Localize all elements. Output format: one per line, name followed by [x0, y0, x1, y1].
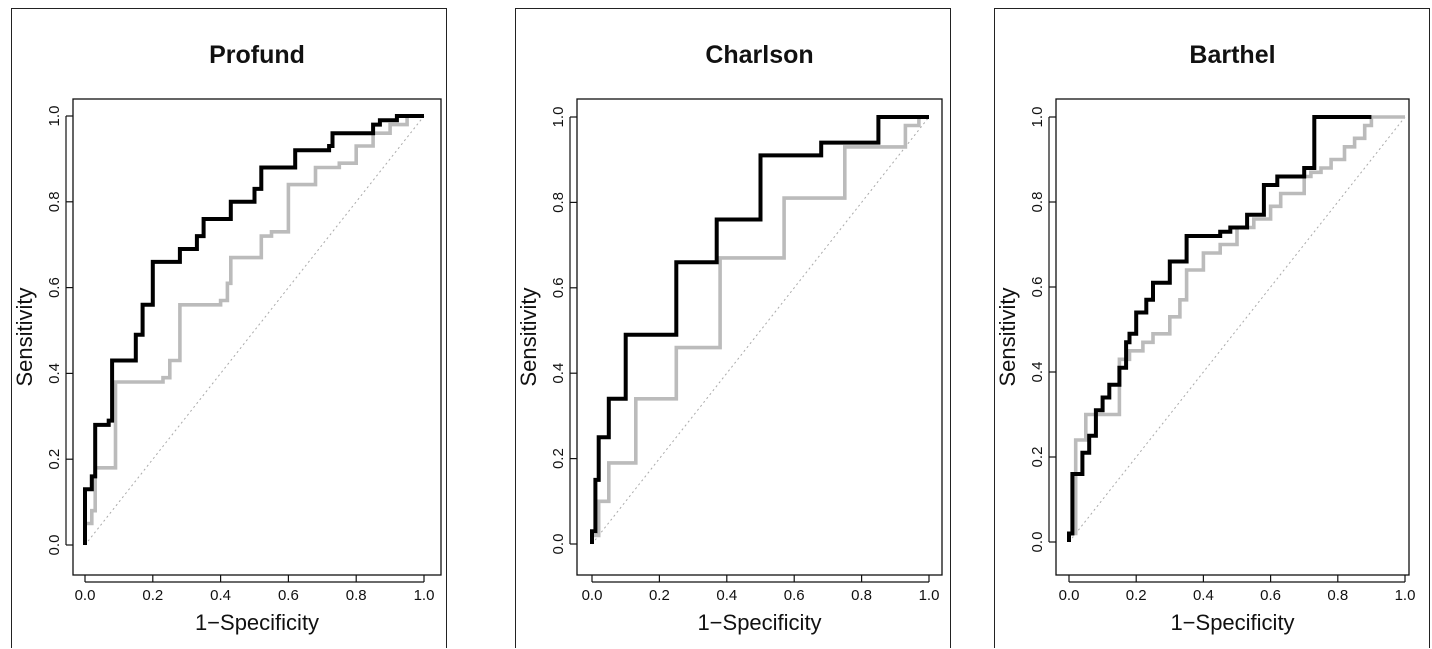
y-tick-label: 0.4 [550, 363, 567, 384]
plot-frame [72, 98, 442, 576]
roc-chart-charlson: Charlson 0.0 0.2 0.4 0.6 0.8 1.0 0.0 0.2 0.4 0.6 0.… [516, 41, 943, 635]
y-tick-label: 0.6 [1029, 277, 1046, 298]
y-tick-label: 0.8 [550, 192, 567, 213]
y-tick-label: 0.4 [1029, 362, 1046, 383]
x-axis-label: 1−Specificity [195, 610, 319, 635]
y-tick-label: 0.2 [550, 448, 567, 469]
y-tick-label: 0.0 [46, 535, 63, 556]
plot-frame [1055, 98, 1410, 576]
roc-curve-charlson-black [590, 115, 929, 544]
x-tick-label: 0.8 [851, 587, 872, 604]
roc-panel-profund: Profund 0.0 0.2 0.4 0.6 0.8 1.0 0.0 0.2 0.4 0.6 0.8… [11, 8, 447, 648]
x-tick-label: 0.2 [649, 587, 670, 604]
roc-curve-barthel-black [1067, 115, 1372, 542]
chart-title: Barthel [1189, 41, 1275, 69]
roc-chart-barthel: Barthel 0.0 0.2 0.4 0.6 0.8 1.0 0.0 0.2 0.4 0.6 0.8… [995, 41, 1416, 635]
plot-frame [576, 98, 943, 576]
y-tick-label: 1.0 [1029, 107, 1046, 128]
roc-chart-profund: Profund 0.0 0.2 0.4 0.6 0.8 1.0 0.0 0.2 0.4 0.6 0.8… [12, 41, 442, 635]
x-tick-label: 0.2 [142, 587, 163, 604]
y-axis-label: Sensitivity [995, 287, 1020, 386]
y-tick-label: 0.6 [46, 277, 63, 298]
x-tick-label: 1.0 [414, 587, 435, 604]
y-tick-label: 0.2 [1029, 447, 1046, 468]
x-tick-label: 1.0 [1395, 587, 1416, 604]
x-tick-label: 0.8 [1327, 587, 1348, 604]
x-tick-label: 0.6 [784, 587, 805, 604]
y-tick-label: 0.0 [550, 534, 567, 555]
chart-title: Profund [209, 41, 305, 69]
chance-diagonal [1068, 116, 1406, 543]
x-tick-label: 0.8 [346, 587, 367, 604]
roc-curve-charlson-grey [590, 115, 929, 544]
roc-panel-charlson: Charlson 0.0 0.2 0.4 0.6 0.8 1.0 0.0 0.2 0.4 0.6 0.… [515, 8, 951, 648]
y-tick-label: 0.2 [46, 449, 63, 470]
x-tick-label: 0.2 [1126, 587, 1147, 604]
chart-title: Charlson [705, 41, 813, 69]
chance-diagonal [591, 116, 930, 545]
y-tick-label: 1.0 [46, 106, 63, 127]
x-tick-label: 1.0 [919, 587, 940, 604]
x-tick-label: 0.4 [716, 587, 737, 604]
roc-curve-barthel-grey [1067, 115, 1405, 542]
x-tick-label: 0.4 [210, 587, 231, 604]
y-tick-label: 0.6 [550, 277, 567, 298]
chance-diagonal [84, 115, 425, 546]
x-tick-label: 0.0 [75, 587, 96, 604]
y-axis-label: Sensitivity [12, 287, 37, 386]
roc-panel-barthel: Barthel 0.0 0.2 0.4 0.6 0.8 1.0 0.0 0.2 0.4 0.6 0.8… [994, 8, 1430, 648]
y-axis-label: Sensitivity [516, 287, 541, 386]
y-tick-label: 0.4 [46, 363, 63, 384]
y-tick-label: 0.0 [1029, 532, 1046, 553]
x-axis-label: 1−Specificity [697, 610, 821, 635]
x-tick-label: 0.6 [1260, 587, 1281, 604]
x-tick-label: 0.4 [1193, 587, 1214, 604]
x-axis-label: 1−Specificity [1170, 610, 1294, 635]
y-tick-label: 1.0 [550, 107, 567, 128]
x-tick-label: 0.0 [1059, 587, 1080, 604]
y-tick-label: 0.8 [1029, 192, 1046, 213]
x-tick-label: 0.6 [278, 587, 299, 604]
roc-curve-profund-grey [83, 114, 424, 545]
x-tick-label: 0.0 [582, 587, 603, 604]
roc-curve-profund-black [83, 114, 424, 545]
y-tick-label: 0.8 [46, 191, 63, 212]
